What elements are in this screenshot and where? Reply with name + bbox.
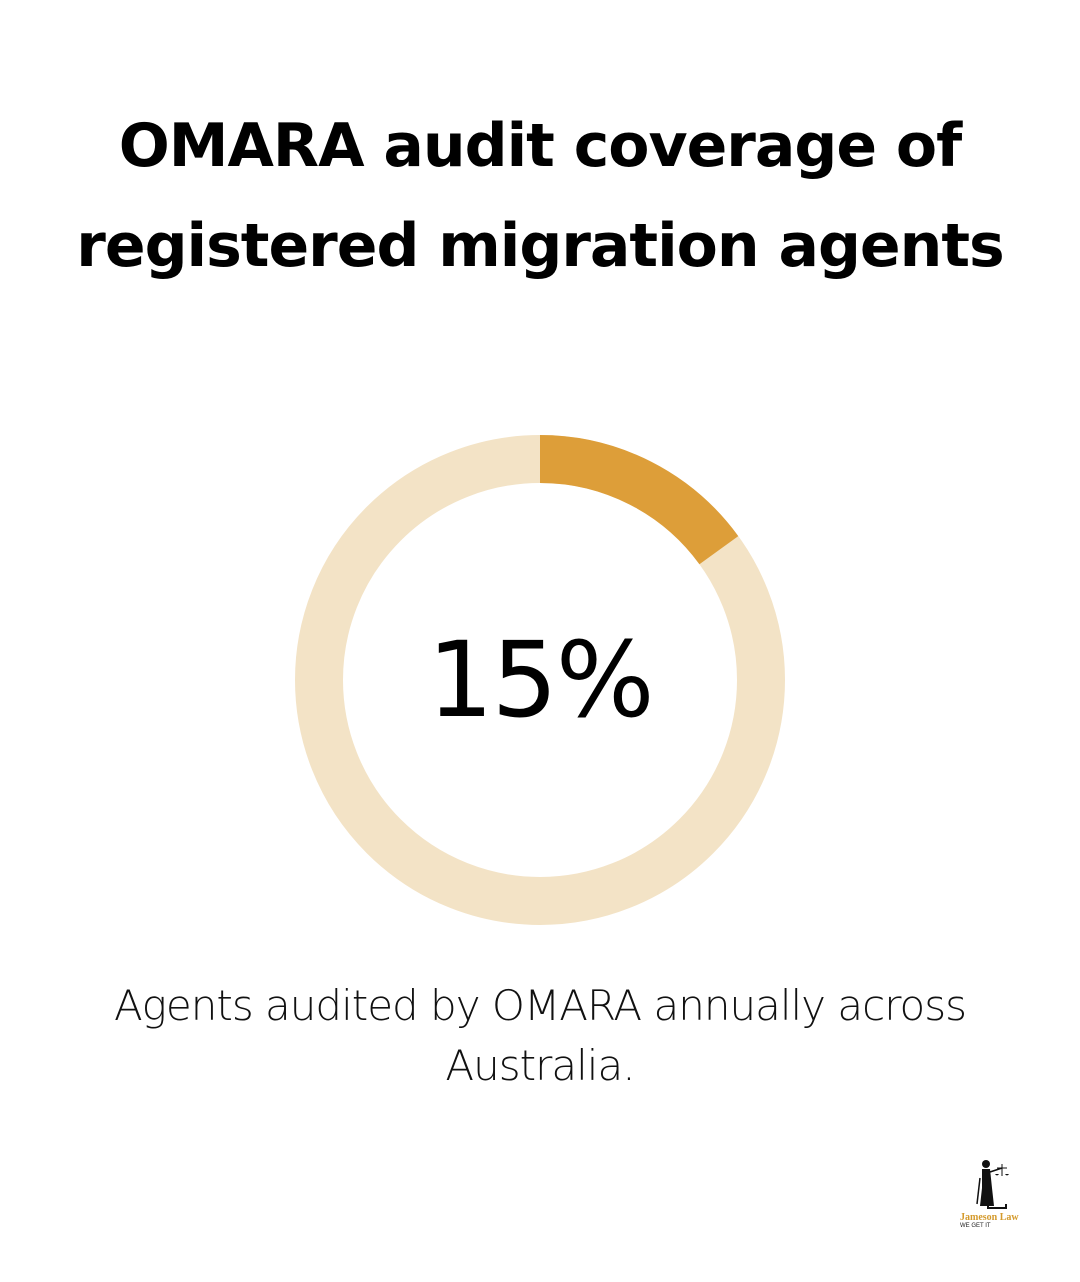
chart-caption: Agents audited by OMARA annually across … (113, 981, 967, 1090)
logo-name: Jameson Law (960, 1212, 1019, 1223)
donut-ring (295, 435, 785, 925)
chart-title: OMARA audit coverage of registered migra… (76, 111, 1004, 281)
donut-chart (290, 430, 790, 930)
brand-logo: Jameson Law WE GET IT (950, 1158, 1040, 1243)
logo-tagline: WE GET IT (960, 1223, 991, 1229)
lady-justice-icon (976, 1160, 1009, 1209)
donut-filled-segment (295, 435, 785, 925)
percentage-label: 15% (427, 619, 654, 741)
